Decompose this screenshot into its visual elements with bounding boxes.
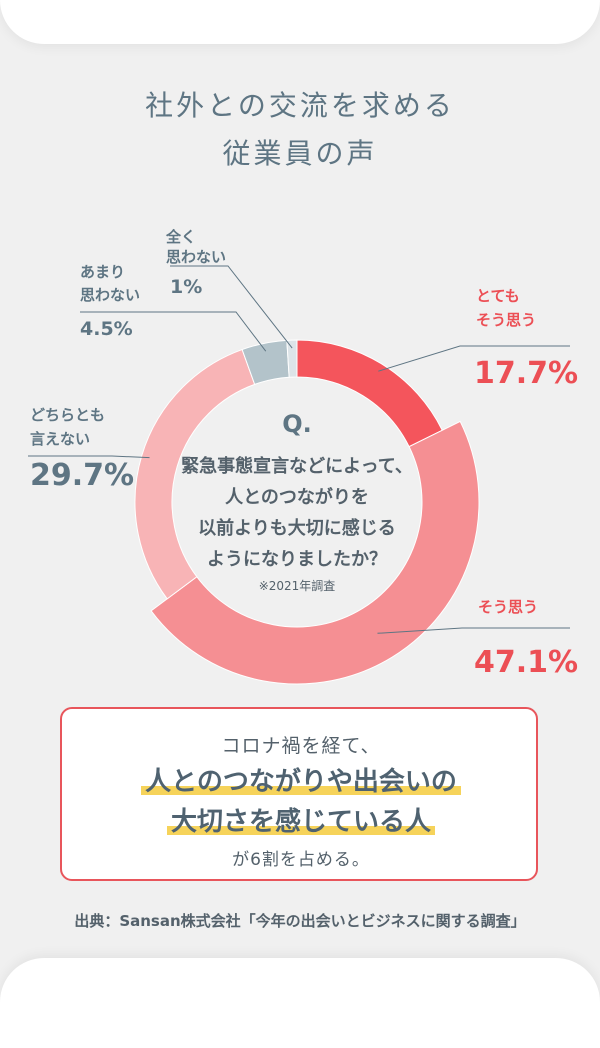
callout-line-4: が6割を占める。 <box>232 850 370 870</box>
slice-value-5: 1% <box>170 276 202 298</box>
top-card-edge <box>0 0 600 44</box>
donut-chart: とてもそう思う17.7%そう思う47.1%どちらとも言えない29.7%あまり思わ… <box>28 228 578 685</box>
summary-callout: コロナ禍を経て、 人とのつながりや出会いの 大切さを感じている人 が6割を占める… <box>60 707 538 881</box>
page-title-line1: 社外との交流を求める <box>145 89 455 122</box>
slice-label-4-2: 思わない <box>80 286 140 304</box>
slice-value-4: 4.5% <box>80 318 133 340</box>
callout-line-2-wrap: 人とのつながりや出会いの <box>62 761 540 798</box>
slice-label-1-1: とても <box>476 287 520 305</box>
slice-label-4-1: あまり <box>80 263 125 281</box>
callout-highlight-1: 人とのつながりや出会いの <box>141 761 461 798</box>
callout-highlight-2: 大切さを感じている人 <box>166 801 435 838</box>
slice-label-5-1: 全く <box>165 228 196 246</box>
bottom-card-edge <box>0 958 600 1048</box>
slice-label-1-2: そう思う <box>476 311 536 329</box>
slice-value-1: 17.7% <box>474 356 578 391</box>
page-title-line2: 従業員の声 <box>222 137 378 170</box>
callout-line-1: コロナ禍を経て、 <box>221 735 381 757</box>
question-line-2: 人とのつながりを <box>225 486 369 508</box>
slice-value-2: 47.1% <box>474 645 578 680</box>
slice-label-5-2: 思わない <box>166 248 226 266</box>
survey-note: ※2021年調査 <box>259 579 336 593</box>
leader-line-2 <box>377 627 570 634</box>
question-line-3: 以前よりも大切に感じる <box>198 517 396 539</box>
slice-label-3-1: どちらとも <box>30 406 105 424</box>
donut-slice-1 <box>296 339 443 448</box>
slice-label-3-2: 言えない <box>30 430 90 448</box>
source-citation: 出典：Sansan株式会社「今年の出会いとビジネスに関する調査」 <box>74 912 526 930</box>
question-line-4: ようになりましたか？ <box>207 549 387 570</box>
leader-line-3 <box>28 455 150 459</box>
slice-label-2-1: そう思う <box>478 598 538 616</box>
question-line-1: 緊急事態宣言などによって、 <box>181 455 413 477</box>
donut-slice-2 <box>150 420 480 685</box>
callout-line-3-wrap: 大切さを感じている人 <box>62 801 540 838</box>
donut-slice-5 <box>286 339 298 378</box>
slice-value-3: 29.7% <box>30 458 134 493</box>
question-label: Q. <box>282 410 312 438</box>
leader-line-1 <box>378 345 570 372</box>
leader-line-5 <box>170 265 293 349</box>
leader-line-4 <box>80 311 267 352</box>
